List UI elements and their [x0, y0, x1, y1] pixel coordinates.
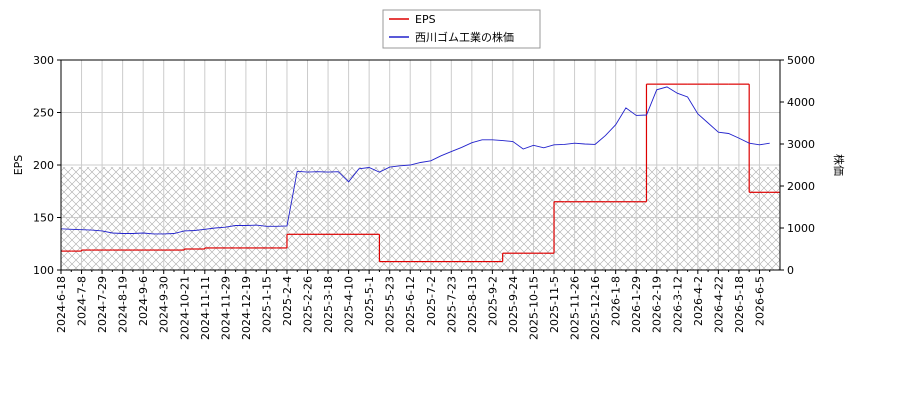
x-tick-label: 2026-4-22	[712, 276, 725, 333]
x-tick-label: 2025-5-1	[363, 276, 376, 326]
y-axis-label: EPS	[12, 155, 25, 176]
x-tick-label: 2024-6-18	[55, 276, 68, 333]
x-tick-label: 2025-9-24	[507, 276, 520, 333]
x-tick-label: 2024-9-30	[158, 276, 171, 333]
x-tick-label: 2025-7-23	[445, 276, 458, 333]
y2-tick-label: 2000	[787, 180, 815, 193]
y2-tick-label: 1000	[787, 222, 815, 235]
price-line	[60, 86, 770, 235]
x-tick-label: 2025-2-26	[302, 276, 315, 333]
x-tick-label: 2024-10-21	[178, 276, 191, 340]
legend-label: EPS	[415, 13, 436, 26]
legend-box	[382, 9, 541, 49]
x-tick-label: 2024-7-8	[76, 276, 89, 326]
y2-tick-label: 5000	[787, 54, 815, 67]
x-tick-label: 2025-11-26	[569, 276, 582, 340]
legend: EPS 西川ゴム工業の株価	[382, 9, 541, 49]
y2-axis-label: 株価	[832, 154, 846, 176]
y2-tick-label: 3000	[787, 138, 815, 151]
x-tick-label: 2026-1-29	[630, 276, 643, 333]
x-tick-label: 2026-5-18	[733, 276, 746, 333]
x-tick-label: 2025-7-2	[425, 276, 438, 326]
y2-tick-label: 0	[787, 264, 794, 277]
y-tick-label: 200	[33, 159, 54, 172]
x-tick-label: 2025-12-16	[589, 276, 602, 340]
x-tick-label: 2025-10-15	[527, 276, 540, 340]
x-tick-label: 2024-8-19	[117, 276, 130, 333]
y-tick-label: 150	[33, 212, 54, 225]
x-tick-label: 2025-1-15	[260, 276, 273, 333]
x-tick-label: 2026-4-2	[692, 276, 705, 326]
x-tick-label: 2026-3-12	[671, 276, 684, 333]
shaded-area	[61, 167, 780, 270]
x-tick-label: 2025-6-12	[404, 276, 417, 333]
x-tick-label: 2024-12-19	[240, 276, 253, 340]
x-tick-label: 2025-9-2	[486, 276, 499, 326]
x-tick-label: 2026-2-19	[651, 276, 664, 333]
x-tick-label: 2024-9-6	[137, 276, 150, 326]
legend-label: 西川ゴム工業の株価	[415, 30, 514, 44]
x-tick-label: 2024-7-29	[96, 276, 109, 333]
x-tick-label: 2026-1-8	[610, 276, 623, 326]
x-tick-label: 2025-11-5	[548, 276, 561, 333]
x-tick-label: 2025-5-23	[384, 276, 397, 333]
x-tick-label: 2025-2-4	[281, 276, 294, 326]
x-tick-label: 2025-3-18	[322, 276, 335, 333]
y-tick-label: 300	[33, 54, 54, 67]
x-tick-label: 2024-11-29	[219, 276, 232, 340]
x-tick-label: 2025-8-13	[466, 276, 479, 333]
x-tick-label: 2024-11-11	[199, 276, 212, 340]
y-tick-label: 250	[33, 107, 54, 120]
y2-tick-label: 4000	[787, 96, 815, 109]
plot-frame	[60, 59, 781, 271]
x-tick-label: 2026-6-5	[753, 276, 766, 326]
x-tick-label: 2025-4-10	[343, 276, 356, 333]
y-tick-label: 100	[33, 264, 54, 277]
